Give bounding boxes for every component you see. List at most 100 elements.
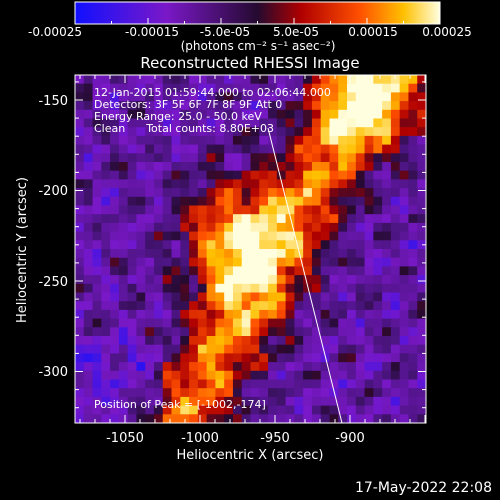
image-pixel [259,162,269,172]
image-pixel [197,127,208,137]
colorbar-tick-2: -5.0e-05 [200,25,250,39]
image-pixel [197,309,208,320]
image-pixel [311,214,322,224]
image-pixel [110,257,120,267]
image-pixel [268,344,278,354]
image-pixel [355,153,366,163]
image-pixel [224,266,234,276]
image-pixel [373,283,383,293]
image-pixel [110,153,120,163]
image-pixel [232,135,243,146]
image-pixel [197,75,208,85]
image-pixel [206,396,216,407]
image-pixel [373,414,383,423]
image-pixel [408,214,418,224]
image-pixel [110,362,120,372]
image-pixel [329,240,339,250]
image-pixel [373,118,383,128]
image-pixel [417,249,426,259]
image-pixel [338,414,348,423]
image-pixel [145,283,155,293]
image-pixel [136,266,146,276]
image-pixel [75,353,85,363]
image-pixel [382,275,392,285]
image-pixel [417,179,426,189]
image-pixel [303,292,313,302]
image-pixel [399,275,409,285]
image-pixel [399,362,409,372]
image-pixel [110,318,120,328]
x-tick-label: -1050 [106,431,144,446]
image-pixel [399,318,409,328]
image-pixel [162,135,173,146]
image-pixel [347,266,357,276]
image-pixel [250,240,260,250]
image-pixel [294,144,304,154]
image-pixel [83,214,94,224]
image-pixel [232,144,243,154]
image-pixel [206,370,216,380]
image-pixel [162,188,173,198]
image-pixel [189,101,199,111]
image-pixel [408,118,418,128]
image-pixel [197,362,208,372]
image-pixel [189,153,199,163]
image-pixel [83,144,94,154]
image-pixel [110,275,120,285]
image-pixel [136,370,146,380]
image-pixel [373,379,383,389]
image-pixel [171,75,181,85]
image-pixel [92,196,102,206]
image-pixel [75,92,85,102]
image-pixel [145,222,155,233]
image-pixel [285,327,295,337]
image-pixel [241,240,251,250]
image-pixel [338,405,348,415]
image-pixel [75,214,85,224]
image-pixel [320,205,330,215]
image-pixel [171,336,181,346]
image-pixel [408,405,418,415]
image-pixel [75,266,85,276]
image-pixel [276,266,287,276]
image-pixel [206,144,216,154]
image-pixel [294,396,304,407]
image-pixel [224,118,234,128]
image-pixel [390,318,401,328]
image-pixel [382,344,392,354]
image-pixel [92,83,102,93]
image-pixel [83,153,94,163]
image-pixel [232,231,243,241]
image-pixel [259,336,269,346]
image-pixel [276,362,287,372]
image-pixel [241,336,251,346]
image-pixel [145,318,155,328]
image-pixel [224,231,234,241]
image-pixel [417,83,426,93]
image-pixel [347,344,357,354]
image-pixel [153,301,164,311]
image-pixel [276,396,287,407]
image-pixel [399,405,409,415]
image-pixel [355,292,366,302]
y-tick-label: -200 [38,184,68,199]
image-pixel [364,362,374,372]
image-pixel [417,162,426,172]
image-pixel [127,83,137,93]
image-pixel [285,83,295,93]
image-pixel [347,327,357,337]
image-pixel [145,135,155,146]
image-pixel [250,205,260,215]
image-pixel [373,405,383,415]
image-pixel [417,196,426,206]
image-pixel [399,170,409,180]
image-pixel [153,118,164,128]
image-pixel [92,292,102,302]
image-pixel [110,301,120,311]
image-pixel [294,344,304,354]
image-pixel [215,162,225,172]
image-pixel [224,292,234,302]
image-pixel [153,240,164,250]
image-pixel [136,162,146,172]
image-pixel [110,249,120,259]
